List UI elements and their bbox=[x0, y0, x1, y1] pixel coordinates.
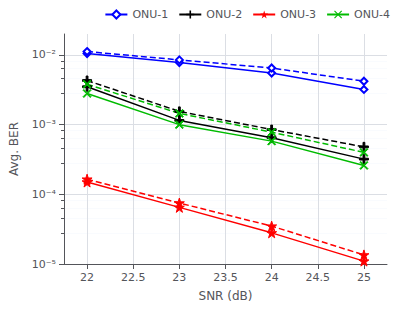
svg-text:22: 22 bbox=[80, 271, 94, 284]
svg-text:ONU-1: ONU-1 bbox=[132, 8, 168, 21]
svg-text:ONU-2: ONU-2 bbox=[206, 8, 242, 21]
svg-text:10⁻⁵: 10⁻⁵ bbox=[32, 258, 56, 271]
svg-text:SNR (dB): SNR (dB) bbox=[199, 289, 253, 303]
svg-text:24: 24 bbox=[265, 271, 279, 284]
svg-text:ONU-3: ONU-3 bbox=[280, 8, 316, 21]
svg-text:23.5: 23.5 bbox=[213, 271, 238, 284]
svg-text:24.5: 24.5 bbox=[306, 271, 331, 284]
svg-text:23: 23 bbox=[172, 271, 186, 284]
svg-text:25: 25 bbox=[357, 271, 371, 284]
svg-text:Avg. BER: Avg. BER bbox=[7, 122, 21, 176]
svg-text:10⁻²: 10⁻² bbox=[32, 48, 56, 61]
svg-text:10⁻³: 10⁻³ bbox=[32, 118, 56, 131]
svg-text:22.5: 22.5 bbox=[121, 271, 146, 284]
svg-text:ONU-4: ONU-4 bbox=[354, 8, 390, 21]
svg-text:10⁻⁴: 10⁻⁴ bbox=[32, 188, 57, 201]
